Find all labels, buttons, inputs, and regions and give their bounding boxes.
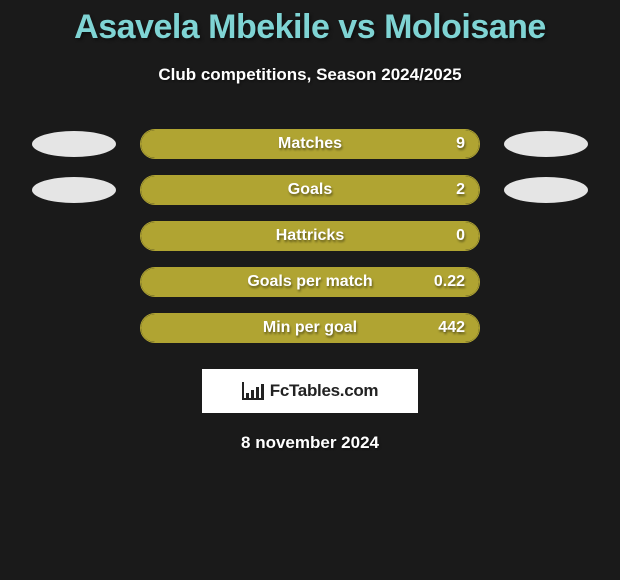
snapshot-date: 8 november 2024 — [0, 433, 620, 453]
stat-value: 9 — [456, 135, 465, 153]
left-indicator-ellipse — [32, 177, 116, 203]
stat-row: Hattricks0 — [0, 213, 620, 259]
stat-bar: Hattricks0 — [140, 221, 480, 251]
right-indicator-ellipse — [504, 131, 588, 157]
comparison-title: Asavela Mbekile vs Moloisane — [0, 0, 620, 47]
stat-bar: Goals2 — [140, 175, 480, 205]
stat-value: 2 — [456, 181, 465, 199]
brand-text: FcTables.com — [270, 381, 379, 401]
stat-label: Min per goal — [141, 319, 479, 337]
stat-row: Matches9 — [0, 121, 620, 167]
stat-row: Goals2 — [0, 167, 620, 213]
chart-icon — [242, 382, 264, 400]
stat-row: Min per goal442 — [0, 305, 620, 351]
stat-label: Goals per match — [141, 273, 479, 291]
stat-label: Matches — [141, 135, 479, 153]
stat-bar: Goals per match0.22 — [140, 267, 480, 297]
stats-rows: Matches9Goals2Hattricks0Goals per match0… — [0, 121, 620, 351]
stat-bar: Min per goal442 — [140, 313, 480, 343]
comparison-subtitle: Club competitions, Season 2024/2025 — [0, 65, 620, 85]
stat-value: 442 — [438, 319, 465, 337]
stat-label: Hattricks — [141, 227, 479, 245]
left-indicator-ellipse — [32, 131, 116, 157]
stat-bar: Matches9 — [140, 129, 480, 159]
brand-logo: FcTables.com — [202, 369, 418, 413]
stat-row: Goals per match0.22 — [0, 259, 620, 305]
right-indicator-ellipse — [504, 177, 588, 203]
stat-label: Goals — [141, 181, 479, 199]
stat-value: 0.22 — [434, 273, 465, 291]
stat-value: 0 — [456, 227, 465, 245]
